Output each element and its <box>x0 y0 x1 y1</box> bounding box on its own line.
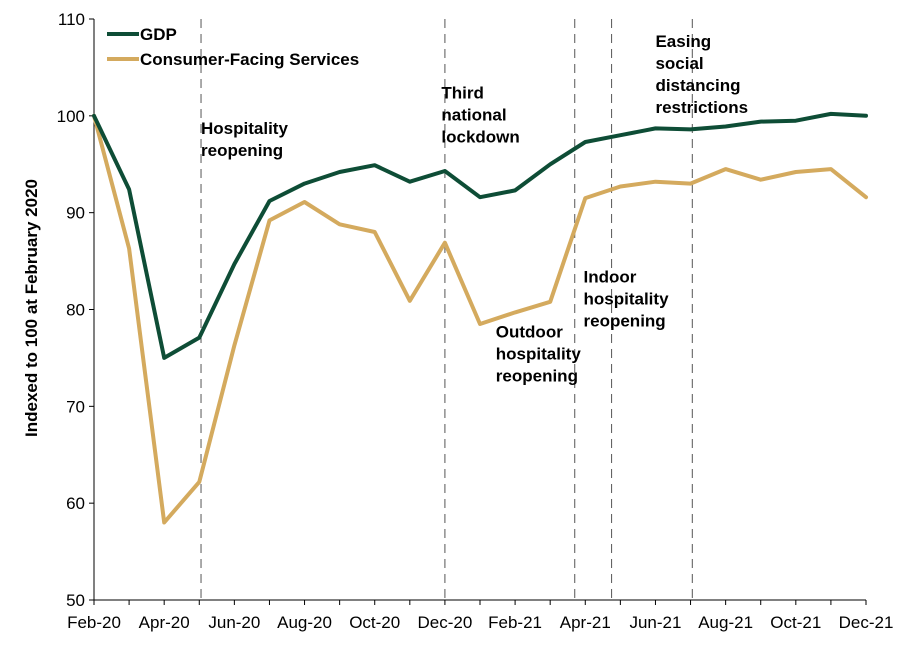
x-tick-label: Feb-21 <box>488 613 542 632</box>
annotation-line: reopening <box>201 141 283 160</box>
y-tick-label: 80 <box>66 301 85 320</box>
y-axis-title: Indexed to 100 at February 2020 <box>22 179 41 437</box>
series-line-consumer-facing-services <box>92 113 868 525</box>
x-tick-label: Oct-21 <box>770 613 821 632</box>
annotation-label: Hospitality reopening <box>201 119 288 160</box>
annotation-label: Indoor hospitality reopening <box>584 267 670 330</box>
annotation-line: Third <box>441 83 484 102</box>
x-tick-label: Dec-21 <box>839 613 894 632</box>
x-tick-label: Jun-20 <box>208 613 260 632</box>
x-tick-label: Aug-21 <box>698 613 753 632</box>
y-tick-label: 60 <box>66 494 85 513</box>
annotation-label: Third national lockdown <box>441 83 519 146</box>
x-tick-label: Apr-21 <box>560 613 611 632</box>
data-series <box>92 111 868 525</box>
annotation-line: hospitality <box>496 345 582 364</box>
legend-label: GDP <box>140 25 177 44</box>
y-axis-ticks: 50 60 70 80 90 100 110 <box>57 10 94 610</box>
x-axis-ticks: Feb-20 Apr-20 Jun-20 Aug-20 Oct-20 Dec-20 Feb-… <box>67 600 893 632</box>
annotation-line: restrictions <box>655 98 748 117</box>
annotation-line: Indoor <box>584 267 637 286</box>
event-marker-lines <box>200 19 693 600</box>
annotation-label: Easing social distancing restrictions <box>655 32 748 117</box>
y-tick-label: 90 <box>66 204 85 223</box>
annotation-line: Easing <box>655 32 711 51</box>
annotation-line: reopening <box>584 311 666 330</box>
annotation-line: national <box>441 105 506 124</box>
y-tick-label: 70 <box>66 397 85 416</box>
annotations: Hospitality reopening Third national lockdow… <box>201 32 748 386</box>
y-tick-label: 110 <box>58 10 85 29</box>
x-tick-label: Dec-20 <box>418 613 473 632</box>
x-tick-label: Jun-21 <box>629 613 681 632</box>
legend: GDP Consumer-Facing Services <box>107 25 359 69</box>
annotation-line: hospitality <box>584 289 670 308</box>
y-tick-label: 100 <box>57 107 85 126</box>
annotation-label: Outdoor hospitality reopening <box>496 323 582 386</box>
annotation-line: social <box>655 54 703 73</box>
annotation-line: Outdoor <box>496 323 563 342</box>
x-tick-label: Aug-20 <box>277 613 332 632</box>
series-line-gdp <box>92 111 868 360</box>
x-tick-label: Feb-20 <box>67 613 121 632</box>
annotation-line: Hospitality <box>201 119 288 138</box>
x-tick-label: Apr-20 <box>139 613 190 632</box>
x-tick-label: Oct-20 <box>349 613 400 632</box>
annotation-line: distancing <box>655 76 740 95</box>
annotation-line: reopening <box>496 367 578 386</box>
legend-label: Consumer-Facing Services <box>140 50 359 69</box>
y-tick-label: 50 <box>66 591 85 610</box>
annotation-line: lockdown <box>441 127 519 146</box>
